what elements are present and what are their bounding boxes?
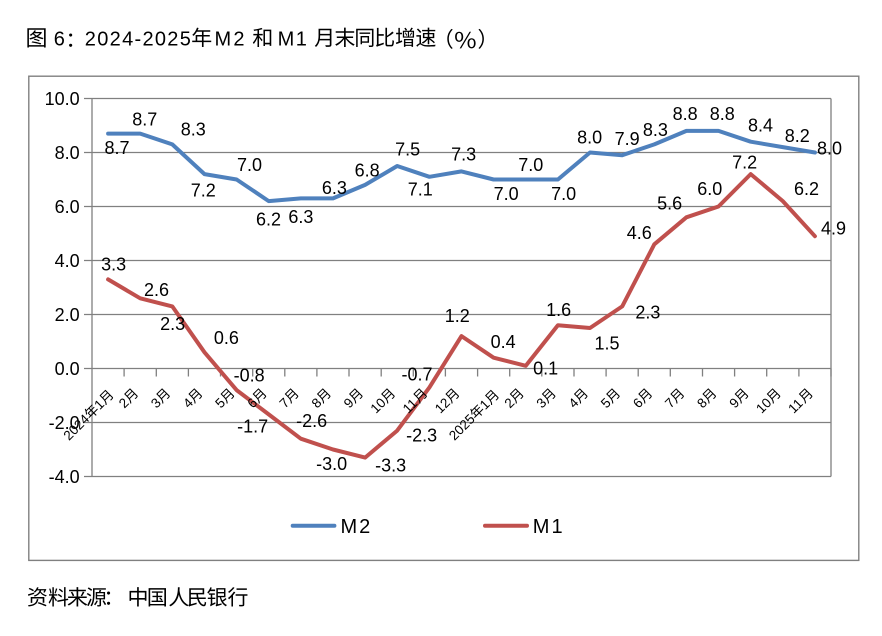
svg-text:8.3: 8.3 — [181, 120, 206, 140]
svg-text:8.0: 8.0 — [817, 138, 842, 158]
svg-text:2.6: 2.6 — [144, 280, 169, 300]
svg-text:8.0: 8.0 — [55, 143, 80, 163]
svg-text:3.3: 3.3 — [101, 255, 126, 275]
svg-text:1.5: 1.5 — [594, 333, 619, 353]
svg-text:-0.8: -0.8 — [234, 365, 265, 385]
svg-text:8.3: 8.3 — [643, 120, 668, 140]
svg-text:6.2: 6.2 — [256, 210, 281, 230]
svg-text:6.3: 6.3 — [288, 207, 313, 227]
svg-text:8.0: 8.0 — [577, 128, 602, 148]
svg-text:6.8: 6.8 — [355, 160, 380, 180]
svg-text:7.0: 7.0 — [494, 184, 519, 204]
svg-text:M1: M1 — [533, 516, 565, 538]
svg-text:0.6: 0.6 — [214, 328, 239, 348]
svg-text:6.3: 6.3 — [322, 178, 347, 198]
svg-text:5.6: 5.6 — [657, 193, 682, 213]
svg-text:-0.7: -0.7 — [401, 365, 432, 385]
svg-text:-2.3: -2.3 — [406, 425, 437, 445]
svg-text:-1.7: -1.7 — [237, 417, 268, 437]
svg-text:6.2: 6.2 — [794, 179, 819, 199]
svg-text:-2.0: -2.0 — [49, 413, 80, 433]
svg-text:8.8: 8.8 — [673, 104, 698, 124]
svg-text:6.0: 6.0 — [697, 179, 722, 199]
svg-text:7.0: 7.0 — [237, 155, 262, 175]
svg-text:4.9: 4.9 — [821, 219, 846, 239]
svg-text:-4.0: -4.0 — [49, 467, 80, 487]
svg-text:7.5: 7.5 — [395, 140, 420, 160]
svg-text:7.3: 7.3 — [451, 145, 476, 165]
svg-text:0.1: 0.1 — [533, 359, 558, 379]
svg-text:1.6: 1.6 — [546, 300, 571, 320]
svg-text:10.0: 10.0 — [45, 89, 80, 109]
svg-text:7.0: 7.0 — [551, 184, 576, 204]
svg-text:-2.6: -2.6 — [296, 411, 327, 431]
svg-text:8.7: 8.7 — [104, 138, 129, 158]
svg-text:4.6: 4.6 — [627, 223, 652, 243]
svg-text:0.4: 0.4 — [491, 332, 516, 352]
svg-text:-3.0: -3.0 — [316, 454, 347, 474]
svg-text:2.3: 2.3 — [160, 314, 185, 334]
svg-text:M1: M1 — [278, 28, 309, 50]
svg-text:0.0: 0.0 — [55, 359, 80, 379]
svg-text:6.0: 6.0 — [55, 197, 80, 217]
svg-text:7.0: 7.0 — [518, 155, 543, 175]
svg-text:M2: M2 — [215, 28, 247, 50]
svg-text:7.2: 7.2 — [732, 152, 757, 172]
svg-text:8.2: 8.2 — [785, 126, 810, 146]
svg-text:8.8: 8.8 — [710, 104, 735, 124]
svg-text:-3.3: -3.3 — [375, 456, 406, 476]
svg-text:1.2: 1.2 — [445, 306, 470, 326]
svg-text:8.4: 8.4 — [748, 116, 773, 136]
svg-text:2024-2025: 2024-2025 — [85, 28, 192, 50]
svg-text:8.7: 8.7 — [132, 109, 157, 129]
svg-text:6: 6 — [54, 28, 65, 50]
svg-text:M2: M2 — [341, 516, 373, 538]
svg-text:7.2: 7.2 — [191, 181, 216, 201]
svg-text:4.0: 4.0 — [55, 251, 80, 271]
svg-text:2.3: 2.3 — [635, 303, 660, 323]
svg-text:7.1: 7.1 — [408, 179, 433, 199]
svg-text:2.0: 2.0 — [55, 305, 80, 325]
svg-text:7.9: 7.9 — [615, 129, 640, 149]
